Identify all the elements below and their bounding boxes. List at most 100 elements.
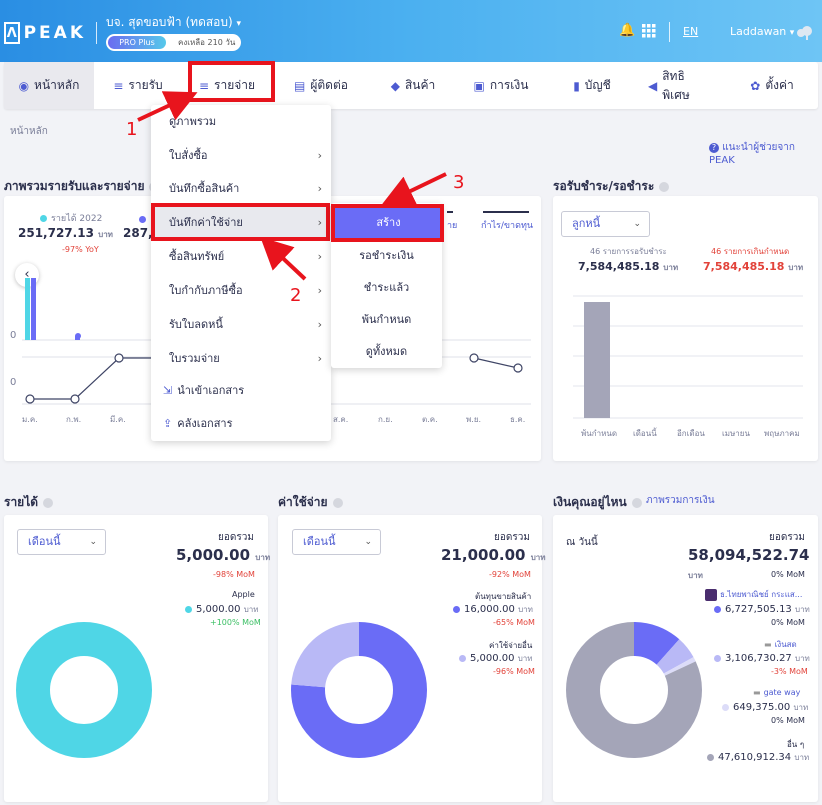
income-icon: ≡ <box>113 78 124 93</box>
menu-item-purchase-tax-invoice[interactable]: ใบกำกับภาษีซื้อ › <box>151 274 331 308</box>
nav-expense[interactable]: ≡ รายจ่าย <box>191 62 263 109</box>
expense-item1-change: -65% MoM <box>493 618 535 627</box>
language-switch[interactable]: EN <box>683 25 699 38</box>
megaphone-icon: ◀ <box>648 78 658 93</box>
legend-dot <box>714 654 721 662</box>
nav-accounting-label: บัญชี <box>584 78 611 92</box>
receivables-chart <box>573 295 803 419</box>
question-icon: ? <box>709 143 719 153</box>
submenu-paid[interactable]: ชำระแล้ว <box>331 272 442 304</box>
peak-logo[interactable]: Λ PEAK <box>4 22 86 44</box>
recv-x-april: เมษายน <box>722 429 750 438</box>
user-menu[interactable]: Laddawan ▾ <box>730 25 794 38</box>
nav-expense-label: รายจ่าย <box>214 78 256 92</box>
income-period-select[interactable]: เดือนนี้ ⌄ <box>17 529 106 555</box>
apps-grid-icon[interactable] <box>642 24 656 38</box>
unit: บาท <box>794 753 810 762</box>
overview-title-text: ภาพรวมรายรับและรายจ่าย <box>4 179 145 193</box>
legend-income-label: รายได้ 2022 <box>51 214 103 224</box>
nav-home[interactable]: ◉ หน้าหลัก <box>4 62 94 109</box>
receivables-title-text: รอรับชำระ/รอชำระ <box>553 179 655 193</box>
cash-change: 0% MoM <box>771 570 805 579</box>
step-number-3: 3 <box>453 172 465 193</box>
expense-item2-amount: 5,000.00 <box>470 653 515 664</box>
unit: บาท <box>663 263 679 272</box>
nav-privileges[interactable]: ◀ สิทธิพิเศษ <box>648 62 712 109</box>
nav-finance-label: การเงิน <box>489 78 529 92</box>
recv-x-may: พฤษภาคม <box>764 429 800 438</box>
menu-label: ซื้อสินทรัพย์ <box>169 250 225 263</box>
nav-products[interactable]: ◆ สินค้า <box>382 62 444 109</box>
nav-home-label: หน้าหลัก <box>34 78 80 92</box>
receivables-type-select[interactable]: ลูกหนี้ ⌄ <box>561 211 650 237</box>
donut-slice-1 <box>291 622 427 758</box>
legend-profit-loss[interactable]: กำไร/ขาดทุน <box>481 221 534 231</box>
menu-label: ดูภาพรวม <box>169 115 217 128</box>
finance-overview-link[interactable]: ภาพรวมการเงิน <box>646 495 715 506</box>
legend-income-2022[interactable]: รายได้ 2022 <box>40 211 102 225</box>
income-total-label: ยอดรวม <box>218 532 254 543</box>
expense-item1-value: 16,000.00 บาท <box>453 603 533 616</box>
income-title-text: รายได้ <box>4 495 39 509</box>
help-icon[interactable] <box>43 497 54 508</box>
help-icon[interactable] <box>332 497 343 508</box>
receivables-pending-label: 46 รายการรอรับชำระ <box>590 247 667 256</box>
bell-icon[interactable]: 🔔 <box>619 23 636 38</box>
axis-zero-top: 0 <box>10 330 17 341</box>
submenu-awaiting-payment[interactable]: รอชำระเงิน <box>331 240 442 272</box>
submenu-create-button[interactable]: สร้าง <box>335 207 442 239</box>
expense-item2-change: -96% MoM <box>493 667 535 676</box>
menu-item-record-expense[interactable]: บันทึกค่าใช้จ่าย › <box>151 206 331 240</box>
cash-item4-name: อื่น ๆ <box>787 740 805 749</box>
receivables-pending-amount: 7,584,485.18 บาท <box>578 260 678 274</box>
expense-period-select[interactable]: เดือนนี้ ⌄ <box>292 529 381 555</box>
expense-title-text: ค่าใช้จ่าย <box>278 495 328 509</box>
bar-overdue <box>584 302 610 418</box>
submenu-label: ชำระแล้ว <box>363 281 410 294</box>
receivables-overdue-amount: 7,584,485.18 บาท <box>703 260 803 274</box>
unit: บาท <box>794 605 810 614</box>
help-icon[interactable] <box>659 181 670 192</box>
axis-zero-bottom: 0 <box>10 377 17 388</box>
income-unit: บาท <box>98 230 113 239</box>
menu-item-receive-credit-note[interactable]: รับใบลดหนี้ › <box>151 308 331 342</box>
menu-item-import-docs[interactable]: ⇲ นำเข้าเอกสาร <box>151 374 331 408</box>
submenu-view-all[interactable]: ดูทั้งหมด <box>331 336 442 368</box>
menu-item-combined-payment[interactable]: ใบรวมจ่าย › <box>151 342 331 376</box>
help-icon[interactable] <box>631 497 642 508</box>
cash-item2-change: -3% MoM <box>771 667 808 676</box>
expense-item1-amount: 16,000.00 <box>464 604 515 615</box>
user-name: Laddawan <box>730 25 787 38</box>
nav-settings[interactable]: ✿ ตั้งค่า <box>746 62 798 109</box>
unit: บาท <box>793 703 809 712</box>
expense-donut <box>291 622 427 758</box>
chevron-down-icon: ▾ <box>236 19 242 29</box>
cash-item3-label[interactable]: gate way <box>763 688 801 697</box>
nav-finance[interactable]: ▣ การเงิน <box>470 62 532 109</box>
x-label-oct: ต.ค. <box>422 415 438 424</box>
chevron-right-icon: › <box>317 250 322 263</box>
header-divider-2 <box>669 22 670 42</box>
upload-icon: ⇪ <box>163 417 173 430</box>
nav-contacts[interactable]: ▤ ผู้ติดต่อ <box>285 62 357 109</box>
company-name: บจ. สุดขอบฟ้า (ทดสอบ) <box>106 15 233 29</box>
help-link[interactable]: ? แนะนำผู้ช่วยจาก PEAK <box>709 140 822 166</box>
menu-item-record-purchase[interactable]: บันทึกซื้อสินค้า › <box>151 172 331 206</box>
submenu-overdue[interactable]: พ้นกำหนด <box>331 304 442 336</box>
cash-item2-label[interactable]: เงินสด <box>774 640 797 649</box>
box-icon: ◆ <box>390 78 400 93</box>
menu-label: คลังเอกสาร <box>177 417 233 430</box>
cash-item1-label[interactable]: ธ.ไทยพาณิชย์ กระแส... <box>720 590 803 599</box>
receivables-overdue-label: 46 รายการเกินกำหนด <box>711 247 790 256</box>
legend-partial[interactable]: าย <box>447 221 458 231</box>
expense-item2-value: 5,000.00 บาท <box>459 652 533 665</box>
menu-item-overview[interactable]: ดูภาพรวม <box>151 105 331 139</box>
menu-item-buy-asset[interactable]: ซื้อสินทรัพย์ › <box>151 240 331 274</box>
cash-title: เงินคุณอยู่ไหน <box>553 493 642 512</box>
nav-income[interactable]: ≡ รายรับ <box>103 62 173 109</box>
company-selector[interactable]: บจ. สุดขอบฟ้า (ทดสอบ) ▾ <box>106 13 241 32</box>
nav-accounting[interactable]: ▮ บัญชี <box>566 62 618 109</box>
menu-item-purchase-order[interactable]: ใบสั่งซื้อ › <box>151 139 331 173</box>
menu-item-doc-storage[interactable]: ⇪ คลังเอกสาร <box>151 407 331 441</box>
legend-dot <box>185 605 192 613</box>
